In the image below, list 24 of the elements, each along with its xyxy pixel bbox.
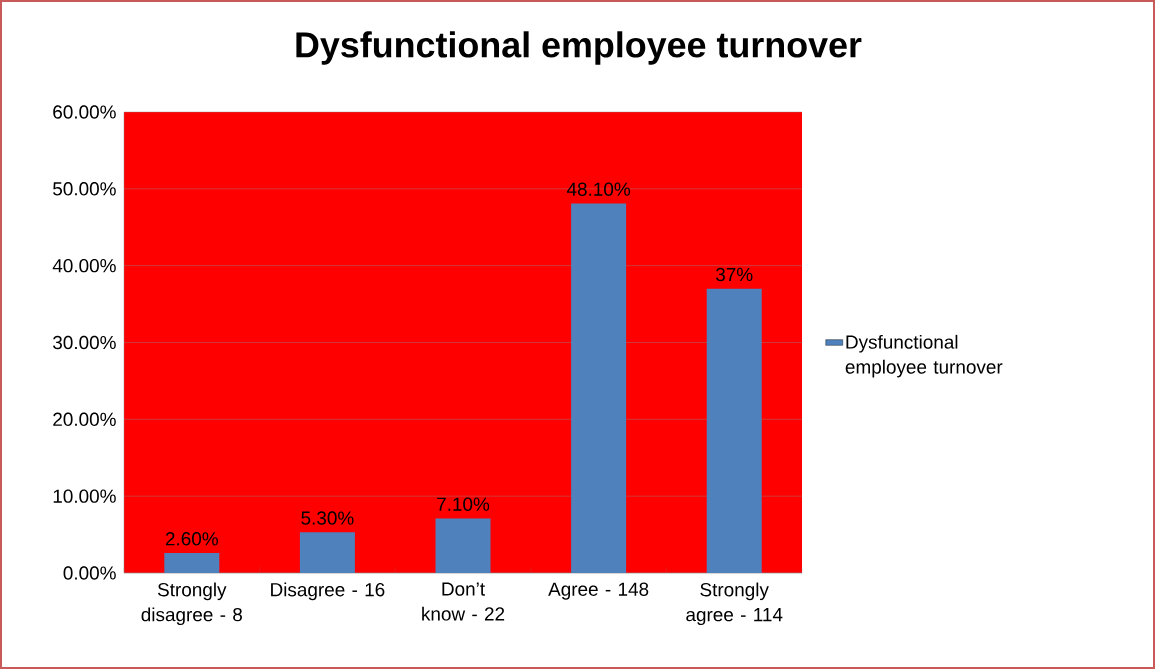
bar bbox=[435, 518, 491, 573]
x-tick-label: Strongly disagree - 8 bbox=[141, 582, 242, 626]
y-tick-label: 20.00% bbox=[53, 412, 116, 427]
x-tick-label: Strongly agree - 114 bbox=[686, 582, 783, 626]
y-tick-label: 40.00% bbox=[52, 258, 116, 273]
chart-title: Dysfunctional employee turnover bbox=[296, 31, 862, 65]
bar bbox=[164, 553, 220, 573]
legend-label: Dysfunctional employee turnover bbox=[845, 334, 1003, 378]
data-label: 48.10% bbox=[566, 182, 631, 196]
y-tick-label: 30.00% bbox=[53, 335, 116, 350]
bar bbox=[571, 203, 627, 573]
data-label: 2.60% bbox=[165, 532, 218, 546]
data-label: 37% bbox=[715, 267, 753, 282]
data-label: 7.10% bbox=[437, 497, 490, 511]
x-tick-label: Don’t know - 22 bbox=[422, 582, 505, 621]
y-tick-label: 10.00% bbox=[53, 489, 116, 503]
data-label: 5.30% bbox=[301, 511, 354, 525]
y-tick-label: 50.00% bbox=[53, 182, 116, 196]
y-tick-label: 60.00% bbox=[53, 105, 116, 119]
bar bbox=[299, 532, 355, 573]
bar bbox=[706, 288, 762, 573]
x-tick-label: Agree - 148 bbox=[548, 582, 649, 600]
x-tick-label: Disagree - 16 bbox=[271, 582, 385, 601]
y-tick-label: 0.00% bbox=[63, 566, 116, 580]
